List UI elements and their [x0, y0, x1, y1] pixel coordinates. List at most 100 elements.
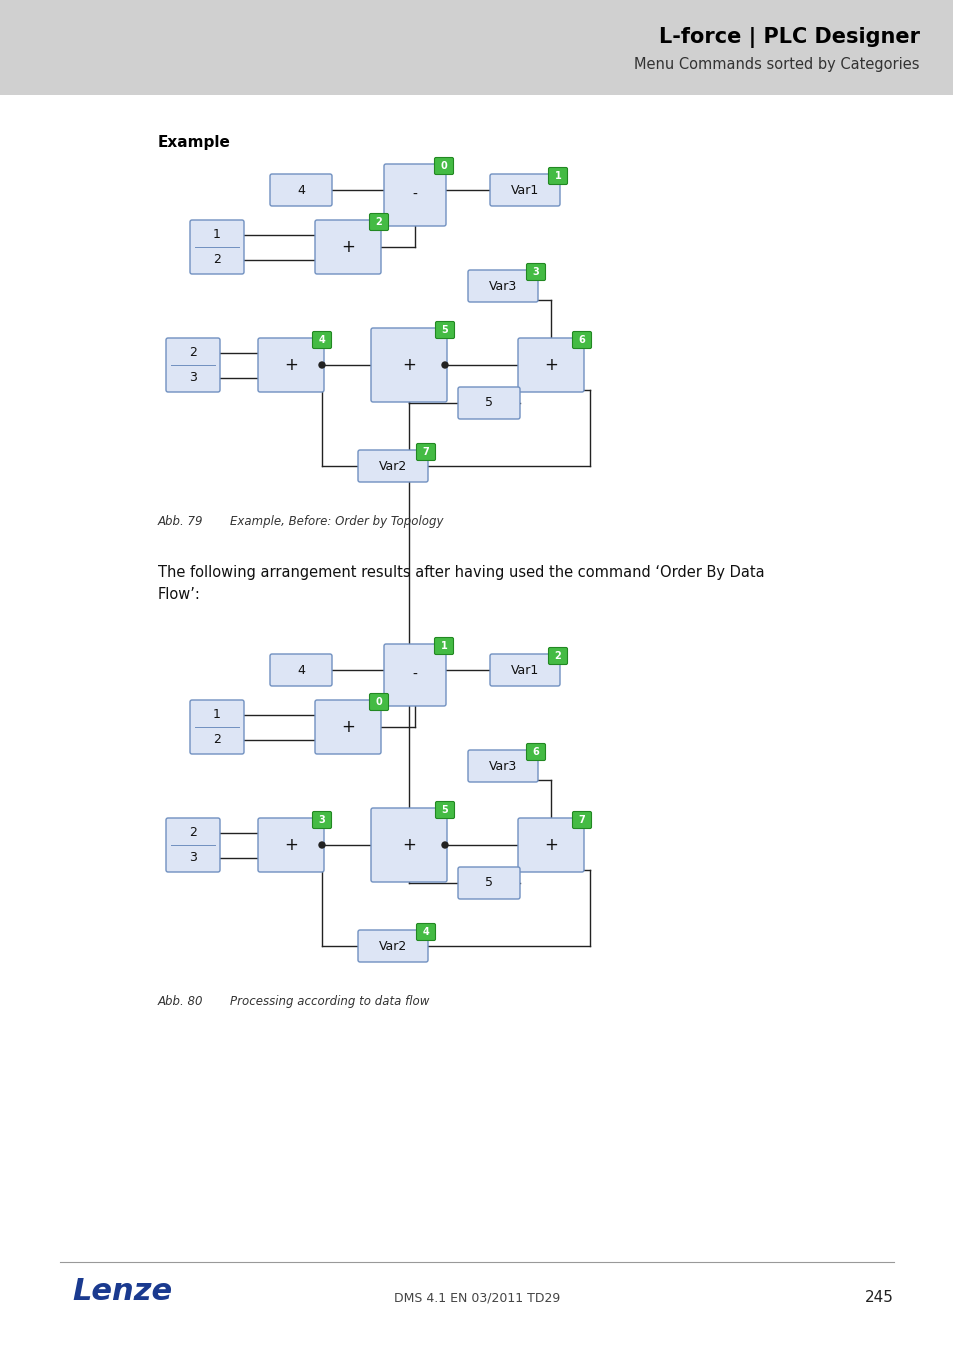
FancyBboxPatch shape: [270, 653, 332, 686]
FancyBboxPatch shape: [517, 818, 583, 872]
Text: +: +: [341, 238, 355, 256]
FancyBboxPatch shape: [416, 923, 435, 941]
FancyBboxPatch shape: [257, 818, 324, 872]
Circle shape: [441, 842, 448, 848]
Circle shape: [318, 362, 325, 369]
Text: 3: 3: [532, 267, 538, 277]
FancyBboxPatch shape: [369, 694, 388, 710]
Text: 2: 2: [189, 346, 196, 359]
FancyBboxPatch shape: [434, 637, 453, 655]
Text: 5: 5: [441, 805, 448, 815]
FancyBboxPatch shape: [313, 332, 331, 348]
Text: 1: 1: [213, 707, 221, 721]
Text: 3: 3: [318, 815, 325, 825]
Text: +: +: [284, 836, 297, 855]
FancyBboxPatch shape: [357, 450, 428, 482]
Text: 1: 1: [440, 641, 447, 651]
Text: Var3: Var3: [488, 279, 517, 293]
Text: +: +: [401, 836, 416, 855]
Text: 5: 5: [484, 876, 493, 890]
FancyBboxPatch shape: [548, 648, 567, 664]
Circle shape: [441, 362, 448, 369]
FancyBboxPatch shape: [371, 809, 447, 882]
FancyBboxPatch shape: [166, 818, 220, 872]
Text: +: +: [284, 356, 297, 374]
FancyBboxPatch shape: [384, 163, 446, 225]
FancyBboxPatch shape: [166, 338, 220, 392]
FancyBboxPatch shape: [270, 174, 332, 207]
FancyBboxPatch shape: [490, 174, 559, 207]
FancyBboxPatch shape: [357, 930, 428, 963]
Text: The following arrangement results after having used the command ‘Order By Data: The following arrangement results after …: [158, 566, 763, 580]
FancyBboxPatch shape: [457, 867, 519, 899]
Text: Abb. 80: Abb. 80: [158, 995, 203, 1008]
Text: 4: 4: [296, 663, 305, 676]
Text: +: +: [401, 356, 416, 374]
Text: Example, Before: Order by Topology: Example, Before: Order by Topology: [230, 514, 443, 528]
FancyBboxPatch shape: [490, 653, 559, 686]
FancyBboxPatch shape: [572, 811, 591, 829]
Text: +: +: [341, 718, 355, 736]
FancyBboxPatch shape: [468, 270, 537, 302]
FancyBboxPatch shape: [468, 751, 537, 782]
FancyBboxPatch shape: [434, 158, 453, 174]
FancyBboxPatch shape: [526, 263, 545, 281]
FancyBboxPatch shape: [314, 220, 380, 274]
FancyBboxPatch shape: [369, 213, 388, 231]
Text: Var2: Var2: [378, 940, 407, 953]
Text: 6: 6: [578, 335, 585, 346]
Circle shape: [318, 842, 325, 848]
Text: 4: 4: [318, 335, 325, 346]
Text: 7: 7: [578, 815, 585, 825]
FancyBboxPatch shape: [384, 644, 446, 706]
Text: Var2: Var2: [378, 459, 407, 472]
Text: Var1: Var1: [511, 184, 538, 197]
FancyBboxPatch shape: [526, 744, 545, 760]
Text: 2: 2: [554, 651, 560, 661]
Text: Var3: Var3: [488, 760, 517, 772]
Text: 5: 5: [441, 325, 448, 335]
FancyBboxPatch shape: [190, 701, 244, 755]
Text: Var1: Var1: [511, 663, 538, 676]
Text: +: +: [543, 356, 558, 374]
Text: DMS 4.1 EN 03/2011 TD29: DMS 4.1 EN 03/2011 TD29: [394, 1292, 559, 1304]
Text: 5: 5: [484, 397, 493, 409]
Text: 2: 2: [213, 252, 221, 266]
FancyBboxPatch shape: [371, 328, 447, 402]
Text: -: -: [412, 188, 417, 202]
FancyBboxPatch shape: [313, 811, 331, 829]
Text: 7: 7: [422, 447, 429, 458]
FancyBboxPatch shape: [517, 338, 583, 392]
Text: Flow’:: Flow’:: [158, 587, 201, 602]
Text: 6: 6: [532, 747, 538, 757]
Text: L-force | PLC Designer: L-force | PLC Designer: [659, 27, 919, 49]
Bar: [0, 0, 953, 95]
Text: Processing according to data flow: Processing according to data flow: [230, 995, 429, 1008]
Text: 0: 0: [375, 697, 382, 707]
Text: 2: 2: [375, 217, 382, 227]
FancyBboxPatch shape: [314, 701, 380, 755]
FancyBboxPatch shape: [190, 220, 244, 274]
Text: 3: 3: [189, 371, 196, 383]
Text: -: -: [412, 668, 417, 682]
Text: 2: 2: [189, 826, 196, 838]
FancyBboxPatch shape: [457, 387, 519, 418]
Text: 4: 4: [422, 927, 429, 937]
Text: 1: 1: [213, 228, 221, 242]
FancyBboxPatch shape: [435, 802, 454, 818]
Text: 3: 3: [189, 850, 196, 864]
Text: +: +: [543, 836, 558, 855]
Text: Abb. 79: Abb. 79: [158, 514, 203, 528]
Text: 4: 4: [296, 184, 305, 197]
FancyBboxPatch shape: [435, 321, 454, 339]
Text: 1: 1: [554, 171, 560, 181]
FancyBboxPatch shape: [416, 444, 435, 460]
Text: 245: 245: [864, 1291, 893, 1305]
Text: Lenze: Lenze: [71, 1277, 172, 1307]
Text: Menu Commands sorted by Categories: Menu Commands sorted by Categories: [634, 58, 919, 73]
Text: Example: Example: [158, 135, 231, 150]
Text: 0: 0: [440, 161, 447, 171]
Text: 2: 2: [213, 733, 221, 747]
FancyBboxPatch shape: [257, 338, 324, 392]
FancyBboxPatch shape: [572, 332, 591, 348]
